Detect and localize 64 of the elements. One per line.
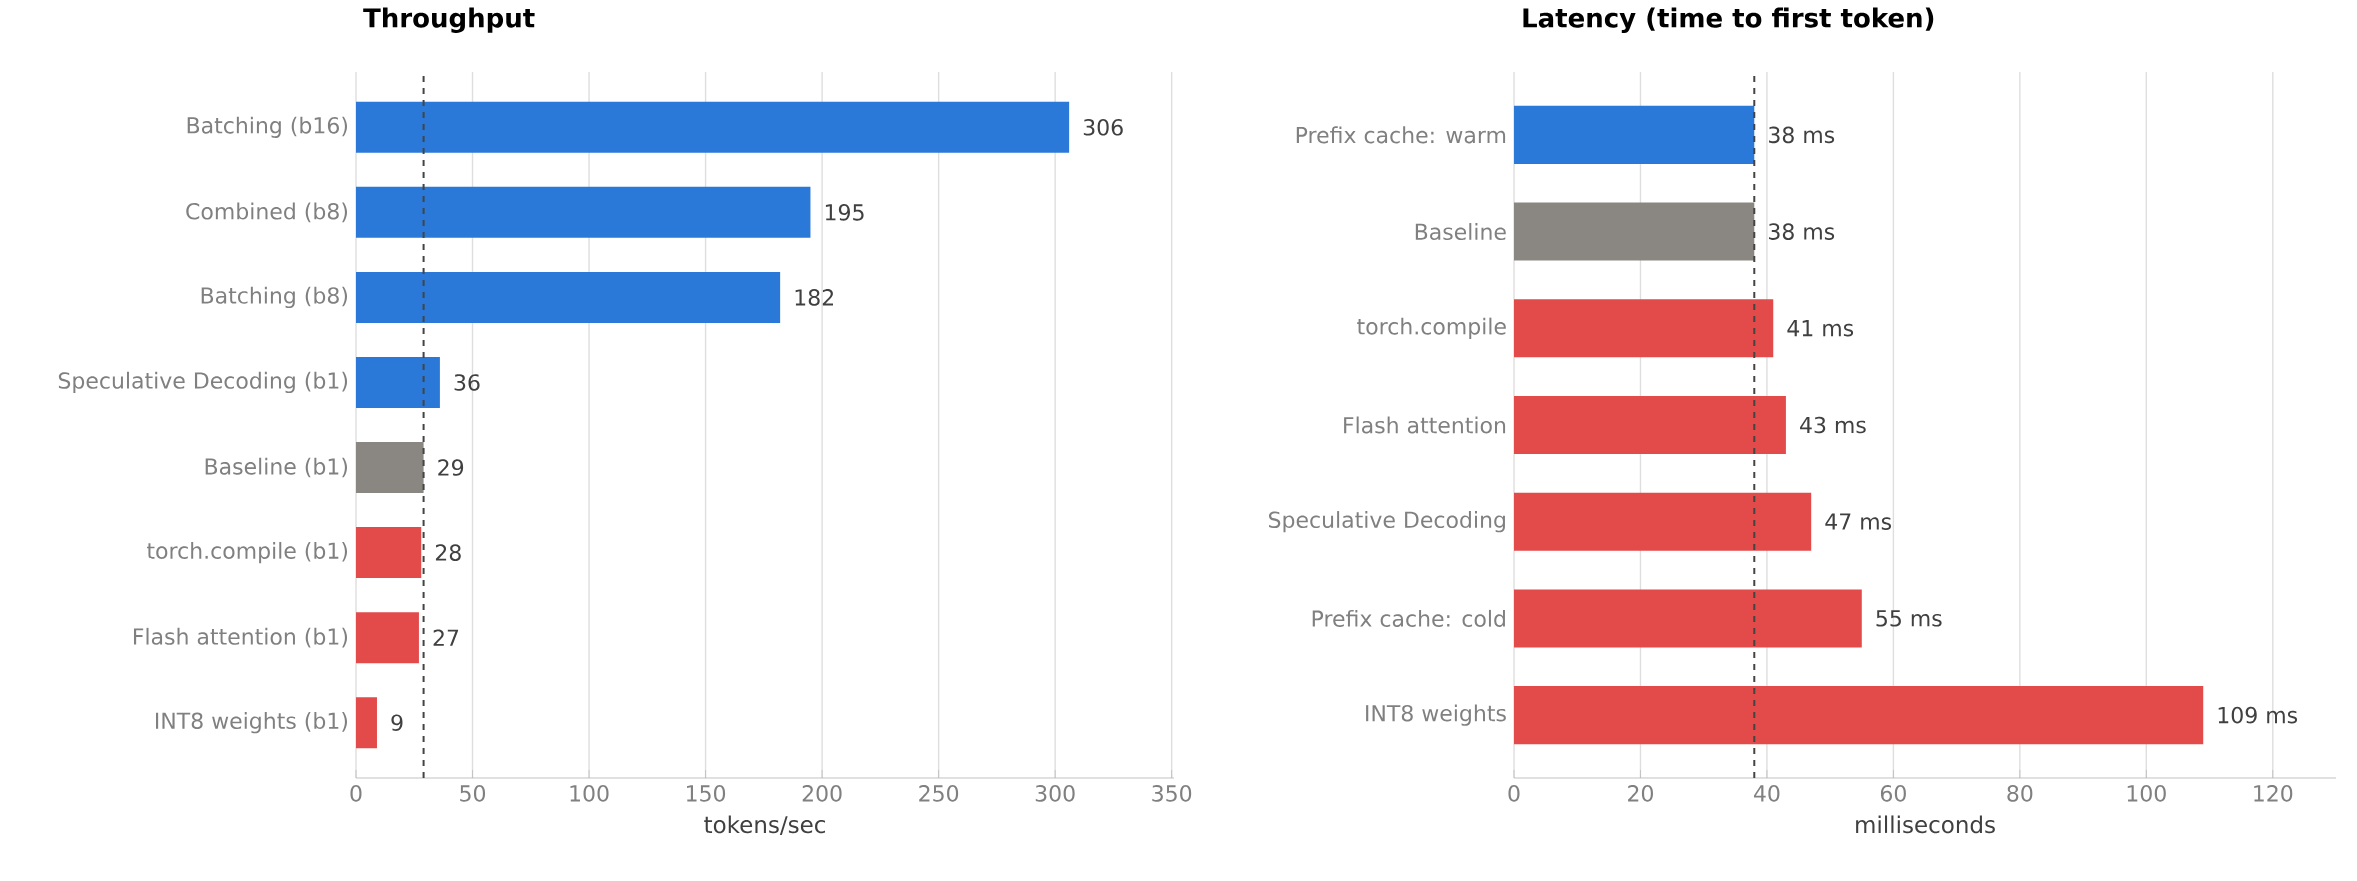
- chart-title: Throughput: [363, 7, 535, 33]
- y-tick-label: Batching (b16): [187, 116, 348, 138]
- x-tick-label: 300: [1035, 785, 1075, 802]
- bar: [1514, 589, 1862, 648]
- x-tick-label: 100: [570, 785, 609, 802]
- y-tick-label: Baseline (b1): [205, 457, 348, 478]
- bar: [356, 442, 424, 494]
- x-tick-label: 250: [919, 785, 959, 802]
- y-tick-label: INT8 weights (b1): [155, 712, 348, 734]
- bar: [1514, 105, 1755, 164]
- x-tick-label: 0: [1508, 785, 1520, 802]
- x-tick-label: 80: [2007, 785, 2033, 802]
- data-label: 27: [433, 629, 459, 646]
- x-tick-label: 350: [1152, 785, 1192, 802]
- bar: [356, 612, 419, 664]
- data-label: 182: [795, 289, 833, 306]
- data-label: 38 ms: [1769, 126, 1835, 144]
- y-tick-label: Prefix cache: cold: [1312, 609, 1505, 627]
- x-axis-title: tokens/sec: [704, 815, 826, 836]
- x-tick-label: 0: [350, 785, 362, 802]
- y-tick-label: Combined (b8): [186, 202, 348, 223]
- bar: [1514, 395, 1786, 455]
- y-tick-label: Flash attention: [1344, 416, 1506, 434]
- bar: [356, 186, 811, 238]
- y-tick-label: Prefix cache: warm: [1296, 126, 1506, 144]
- x-tick-label: 60: [1880, 785, 1906, 802]
- x-axis-title: milliseconds: [1856, 815, 1995, 834]
- y-tick-label: torch.compile (b1): [147, 541, 348, 564]
- data-label: 41 ms: [1787, 320, 1854, 337]
- bar: [1514, 492, 1812, 551]
- data-label: 306: [1083, 118, 1123, 136]
- data-label: 9: [391, 714, 403, 732]
- bar: [356, 697, 377, 749]
- y-tick-label: torch.compile: [1357, 317, 1506, 339]
- x-tick-label: 40: [1754, 785, 1780, 802]
- y-tick-label: Flash attention (b1): [133, 627, 348, 648]
- data-label: 28: [435, 544, 461, 561]
- chart-title: Latency (time to first token): [1523, 7, 1934, 33]
- bar: [356, 101, 1070, 153]
- x-tick-label: 100: [2127, 785, 2166, 802]
- x-tick-label: 120: [2254, 785, 2293, 802]
- bar: [1514, 686, 2204, 745]
- data-label: 38 ms: [1769, 223, 1835, 240]
- bar: [1514, 202, 1755, 261]
- y-tick-label: Batching (b8): [201, 286, 348, 309]
- data-label: 195: [825, 204, 864, 221]
- x-tick-label: 150: [687, 785, 726, 802]
- x-tick-label: 20: [1628, 785, 1653, 802]
- y-tick-label: Speculative Decoding: [1268, 511, 1505, 533]
- x-tick-label: 50: [460, 785, 486, 802]
- data-label: 29: [438, 459, 464, 476]
- bar: [356, 271, 781, 323]
- y-tick-label: Baseline: [1415, 223, 1506, 241]
- data-label: 47 ms: [1825, 513, 1892, 530]
- bar: [1514, 299, 1774, 358]
- x-tick-label: 200: [802, 785, 842, 802]
- bar: [356, 356, 440, 408]
- bar: [356, 527, 422, 579]
- data-label: 55 ms: [1876, 610, 1942, 627]
- data-label: 36: [454, 374, 480, 391]
- y-tick-label: Speculative Decoding (b1): [58, 371, 348, 394]
- data-label: 43 ms: [1800, 416, 1866, 434]
- y-tick-label: INT8 weights: [1366, 704, 1506, 726]
- data-label: 109 ms: [2218, 706, 2298, 724]
